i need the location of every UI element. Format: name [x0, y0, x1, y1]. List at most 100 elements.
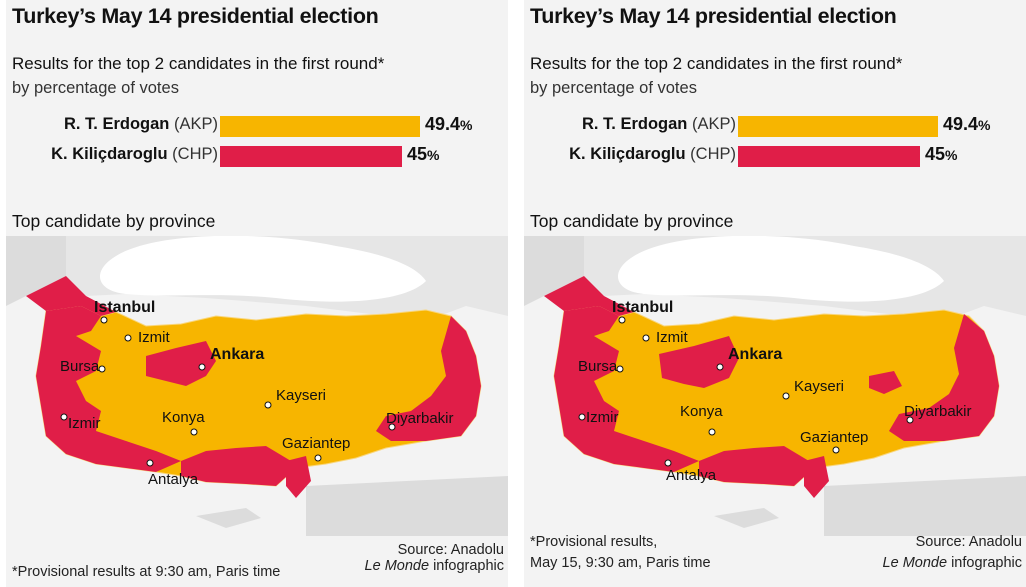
result-bar-kilicdaroglu: [220, 146, 402, 167]
city-label-izmir: Izmir: [68, 415, 101, 432]
city-label-istanbul: Istanbul: [94, 299, 155, 316]
city-label-diyarbakir: Diyarbakir: [904, 403, 972, 420]
city-diyarbakir: Diyarbakir: [386, 410, 454, 431]
footnote-line: *Provisional results,: [530, 534, 658, 550]
black-sea: [618, 236, 944, 302]
city-izmit: Izmit: [124, 329, 170, 346]
cyprus: [714, 508, 779, 528]
candidate-row-kilicdaroglu: K. Kiliçdaroglu (CHP) 45%: [6, 144, 508, 167]
infographic-panel-right: Turkey’s May 14 presidential election Re…: [524, 0, 1026, 587]
city-label-konya: Konya: [162, 409, 205, 426]
brand-line: Le Monde infographic: [365, 558, 504, 574]
candidate-party: (AKP): [691, 115, 736, 133]
value-unit: %: [427, 147, 440, 163]
city-ankara: Ankara: [716, 346, 782, 371]
brand-suffix: infographic: [951, 555, 1022, 571]
city-bursa: Bursa: [578, 358, 624, 375]
candidate-label: R. T. Erdogan (AKP): [582, 115, 736, 134]
city-ankara: Ankara: [198, 346, 264, 371]
candidate-row-erdogan: R. T. Erdogan (AKP) 49.4%: [6, 114, 508, 137]
result-value-kilicdaroglu: 45%: [407, 144, 439, 165]
candidate-name: R. T. Erdogan: [63, 115, 170, 133]
region-chp-tunceli: [869, 371, 902, 394]
result-bar-erdogan: [220, 116, 420, 137]
region-chp-west: [554, 306, 699, 472]
city-izmit: Izmit: [642, 329, 688, 346]
candidate-party: (CHP): [690, 145, 736, 163]
result-value-kilicdaroglu: 45%: [925, 144, 957, 165]
city-antalya: Antalya: [146, 459, 199, 488]
region-chp-east: [376, 316, 481, 441]
city-label-konya: Konya: [680, 403, 723, 420]
footnote: *Provisional results at 9:30 am, Paris t…: [12, 564, 280, 580]
result-bar-kilicdaroglu: [738, 146, 920, 167]
city-bursa: Bursa: [60, 358, 106, 375]
region-chp-ankara: [659, 336, 739, 388]
city-istanbul: Istanbul: [94, 299, 155, 324]
chart-subtitle: Results for the top 2 candidates in the …: [530, 54, 903, 73]
source-line: Source: Anadolu: [397, 542, 504, 558]
value-number: 45: [925, 144, 946, 164]
chart-subtitle: Results for the top 2 candidates in the …: [12, 54, 385, 73]
city-label-diyarbakir: Diyarbakir: [386, 410, 454, 427]
city-gaziantep: Gaziantep: [800, 429, 868, 454]
city-label-antalya: Antalya: [666, 467, 717, 484]
city-label-ankara: Ankara: [728, 346, 782, 363]
neighbor-land-south: [824, 476, 1026, 536]
footnote: *Provisional results, May 15, 9:30 am, P…: [530, 534, 711, 571]
brand-suffix: infographic: [433, 558, 504, 574]
turkey-province-map: Istanbul Izmit Ankara Bursa Kayseri Kony…: [524, 236, 1026, 536]
footnote-line: May 15, 9:30 am, Paris time: [530, 555, 711, 571]
result-value-erdogan: 49.4%: [425, 114, 473, 135]
region-chp-west: [36, 306, 181, 472]
city-label-kayseri: Kayseri: [276, 387, 326, 404]
map-section-title: Top candidate by province: [12, 211, 216, 231]
black-sea: [100, 236, 426, 302]
neighbor-land: [524, 236, 584, 306]
city-konya: Konya: [680, 403, 723, 436]
region-chp-thrace: [26, 276, 116, 316]
region-chp-south: [181, 446, 296, 486]
city-label-antalya: Antalya: [148, 471, 199, 488]
candidate-name: K. Kiliçdaroglu: [569, 145, 686, 163]
region-chp-south: [699, 446, 814, 486]
value-number: 45: [407, 144, 428, 164]
brand-name: Le Monde: [364, 558, 430, 574]
city-gaziantep: Gaziantep: [282, 435, 350, 462]
infographic-title: Turkey’s May 14 presidential election: [12, 4, 379, 28]
neighbor-land-south: [306, 476, 508, 536]
city-label-gaziantep: Gaziantep: [282, 435, 350, 452]
city-label-kayseri: Kayseri: [794, 378, 844, 395]
chart-unit-subtitle: by percentage of votes: [530, 79, 697, 97]
neighbor-land: [6, 236, 66, 306]
result-bar-erdogan: [738, 116, 938, 137]
city-label-bursa: Bursa: [60, 358, 100, 375]
map-section-title: Top candidate by province: [530, 211, 734, 231]
city-istanbul: Istanbul: [612, 299, 673, 324]
city-izmir: Izmir: [578, 409, 619, 426]
region-chp-hatay: [286, 456, 311, 498]
source-credit: Source: Anadolu Le Monde infographic: [883, 534, 1022, 571]
city-label-ankara: Ankara: [210, 346, 264, 363]
infographic-title: Turkey’s May 14 presidential election: [530, 4, 897, 28]
value-unit: %: [945, 147, 958, 163]
region-chp-ankara: [146, 341, 216, 386]
city-antalya: Antalya: [664, 459, 717, 484]
city-izmir: Izmir: [60, 413, 101, 432]
city-label-istanbul: Istanbul: [612, 299, 673, 316]
candidate-party: (CHP): [172, 145, 218, 163]
candidate-name: R. T. Erdogan: [581, 115, 688, 133]
city-label-gaziantep: Gaziantep: [800, 429, 868, 446]
region-chp-east: [889, 314, 999, 441]
city-label-izmit: Izmit: [138, 329, 170, 346]
candidate-label: R. T. Erdogan (AKP): [64, 115, 218, 134]
result-value-erdogan: 49.4%: [943, 114, 991, 135]
source-line: Source: Anadolu: [915, 534, 1022, 550]
value-number: 49.4: [425, 114, 461, 134]
candidate-row-kilicdaroglu: K. Kiliçdaroglu (CHP) 45%: [524, 144, 1026, 167]
candidate-row-erdogan: R. T. Erdogan (AKP) 49.4%: [524, 114, 1026, 137]
region-chp-thrace: [544, 276, 634, 316]
candidate-party: (AKP): [173, 115, 218, 133]
city-kayseri: Kayseri: [264, 387, 326, 409]
source-credit: Source: Anadolu Le Monde infographic: [365, 542, 504, 574]
